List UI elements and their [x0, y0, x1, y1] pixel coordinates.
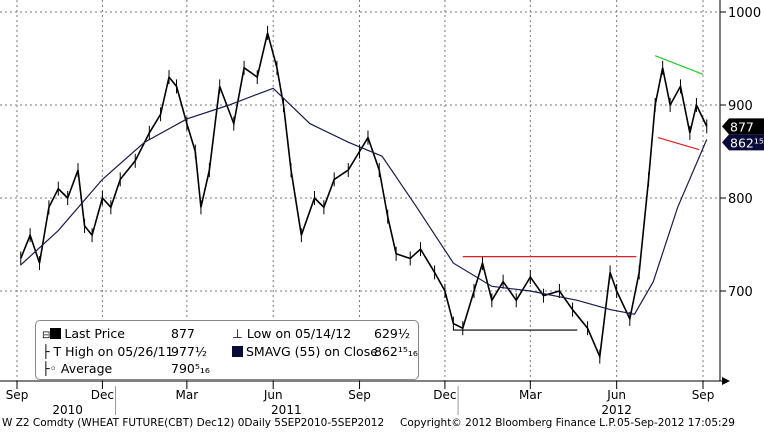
- y-tick-label: 1000: [728, 6, 761, 21]
- y-tick-label: 800: [728, 192, 753, 207]
- last-price-line: [20, 32, 708, 360]
- legend-last-price: ⊟ Last Price: [42, 326, 125, 341]
- price-tag: [722, 118, 764, 135]
- footer-ticker: W Z2 Comdty (WHEAT FUTURE(CBT) Dec12) 0D…: [2, 417, 385, 429]
- high-value: 977½: [171, 344, 207, 359]
- last-price-swatch-icon: [50, 328, 62, 339]
- x-month-label: Sep: [692, 388, 715, 402]
- x-year-label: 2010: [52, 403, 83, 415]
- x-axis-arrow-icon: [722, 377, 730, 385]
- legend-high: ├ T High on 05/26/11: [42, 344, 174, 359]
- price-chart: 700 800 900 1000 Sep Dec Mar Jun Sep Dec Mar Jun Sep…: [0, 0, 764, 415]
- legend-low: ⊥ Low on 05/14/12: [232, 326, 352, 341]
- x-month-label: Sep: [348, 388, 371, 402]
- x-year-label: 2012: [601, 403, 632, 415]
- x-month-label: Sep: [6, 388, 29, 402]
- x-month-label: Dec: [91, 388, 114, 402]
- x-month-label: Mar: [176, 388, 199, 402]
- smavg-line: [20, 87, 708, 315]
- legend: ⊟ Last Price 877 ├ T High on 05/26/11 977…: [35, 320, 419, 380]
- x-month-label: Mar: [519, 388, 542, 402]
- low-value: 629½: [374, 326, 410, 341]
- low-marker-icon: ⊥: [232, 326, 247, 341]
- average-value: 790⁵₁₆: [171, 361, 210, 376]
- footer-copyright: Copyright© 2012 Bloomberg Finance L.P.: [400, 417, 617, 429]
- trendline: [654, 55, 704, 75]
- y-tick-label: 900: [728, 99, 753, 114]
- price-tag: [722, 134, 764, 151]
- x-month-label: Jun: [263, 388, 283, 402]
- x-year-label: 2011: [271, 403, 302, 415]
- price-tag-label: 862¹⁵₁₆: [730, 135, 764, 150]
- footer-timestamp: 05-Sep-2012 17:05:29: [617, 417, 735, 429]
- high-marker-icon: ├ T: [42, 344, 66, 359]
- collapse-icon[interactable]: ⊟: [42, 330, 51, 341]
- legend-smavg: SMAVG (55) on Close: [232, 344, 378, 359]
- legend-average: ├◦ Average: [42, 361, 113, 376]
- trendline: [657, 136, 700, 151]
- y-tick-label: 700: [728, 285, 753, 300]
- smavg-swatch-icon: [232, 346, 243, 357]
- last-price-value: 877: [171, 326, 195, 341]
- x-month-label: Dec: [433, 388, 456, 402]
- price-tag-label: 877: [730, 119, 754, 134]
- x-month-label: Jun: [606, 388, 626, 402]
- average-marker-icon: ├◦: [42, 361, 61, 376]
- smavg-value: 862¹⁵₁₆: [374, 344, 418, 359]
